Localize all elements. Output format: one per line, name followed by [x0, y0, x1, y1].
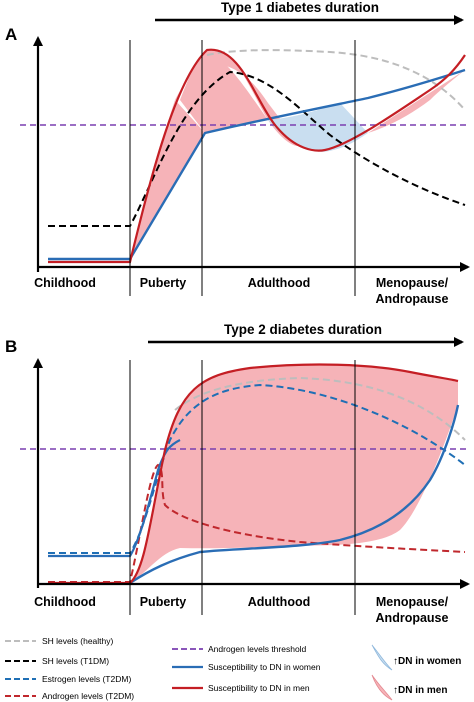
women-dn-fill-a	[268, 103, 368, 152]
susc-men-curve-b	[48, 363, 459, 585]
legend-dn-women: ↑DN in women	[393, 656, 461, 667]
panel-a: A Type 1 diabetes duration Childhood Pub…	[5, 0, 470, 306]
susc-men-curve-a	[48, 48, 466, 264]
men-dn-fill-late	[368, 70, 465, 133]
legend-sh-t1dm: SH levels (T1DM)	[42, 656, 109, 666]
stage-adulthood-b: Adulthood	[248, 595, 310, 609]
stage-menopause-b: Menopause/	[376, 595, 449, 609]
men-dn-fill-puberty	[130, 100, 205, 259]
legend-susc-women: Susceptibility to DN in women	[208, 662, 321, 672]
stage-childhood-b: Childhood	[34, 595, 96, 609]
men-dn-fill-b	[130, 364, 458, 583]
stage-adulthood-a: Adulthood	[248, 276, 310, 290]
stage-puberty-b: Puberty	[140, 595, 187, 609]
legend-swatch-dn-women	[371, 644, 393, 671]
susc-women-early-b	[48, 439, 181, 558]
sh-healthy-curve-b	[174, 376, 466, 441]
legend-sh-healthy: SH levels (healthy)	[42, 636, 114, 646]
stage-menopause-a: Menopause/	[376, 276, 449, 290]
stage-puberty-a: Puberty	[140, 276, 187, 290]
t2d-duration-label: Type 2 diabetes duration	[224, 322, 382, 337]
legend: SH levels (healthy) SH levels (T1DM) Est…	[5, 636, 461, 701]
panel-b-letter: B	[5, 337, 17, 356]
legend-dn-men: ↑DN in men	[393, 685, 447, 696]
stage-andropause-a: Andropause	[376, 292, 449, 306]
panel-a-letter: A	[5, 25, 17, 44]
susc-women-curve-a	[48, 68, 466, 261]
panel-b: B Type 2 diabetes duration Childhood Pub…	[5, 322, 470, 625]
androgen-t2dm-curve-b	[48, 463, 466, 583]
susc-women-curve-b	[129, 404, 460, 585]
stage-childhood-a: Childhood	[34, 276, 96, 290]
sh-healthy-curve-a	[206, 49, 466, 111]
legend-susc-men: Susceptibility to DN in men	[208, 683, 310, 693]
sh-t1dm-curve-a	[48, 70, 466, 227]
legend-threshold: Androgen levels threshold	[208, 644, 307, 654]
legend-swatch-dn-men	[371, 674, 393, 701]
stage-andropause-b: Andropause	[376, 611, 449, 625]
t1d-duration-label: Type 1 diabetes duration	[221, 0, 379, 15]
legend-androgen: Androgen levels (T2DM)	[42, 691, 134, 701]
legend-estrogen: Estrogen levels (T2DM)	[42, 674, 131, 684]
